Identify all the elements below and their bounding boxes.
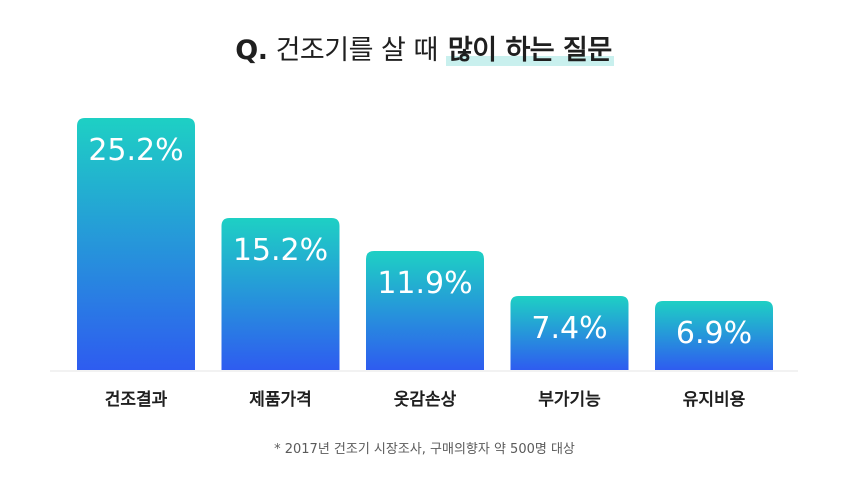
category-label-1: 건조결과 [105,390,168,410]
category-label-2: 제품가격 [249,390,312,410]
value-label-2: 15.2% [233,233,328,268]
bar-5 [655,301,773,370]
bar-4 [510,296,629,370]
value-label-3: 11.9% [377,266,472,301]
value-label-5: 6.9% [676,316,752,351]
footnote: * 2017년 건조기 시장조사, 구매의향자 약 500명 대상 [274,442,575,457]
category-label-3: 옷감손상 [394,390,457,410]
title-q: Q. [235,35,268,66]
title-highlight: 많이 하는 질문 [445,35,614,66]
chart-title: Q. 건조기를 살 때 많이 하는 질문 [0,28,849,67]
title-normal: 건조기를 살 때 [275,35,439,66]
value-label-4: 7.4% [531,311,607,346]
category-label-4: 부가기능 [538,390,601,410]
bar-1 [77,118,195,370]
bar-2 [221,218,340,370]
category-label-5: 유지비용 [683,390,746,410]
value-label-1: 25.2% [88,133,183,168]
bar-3 [366,251,484,370]
